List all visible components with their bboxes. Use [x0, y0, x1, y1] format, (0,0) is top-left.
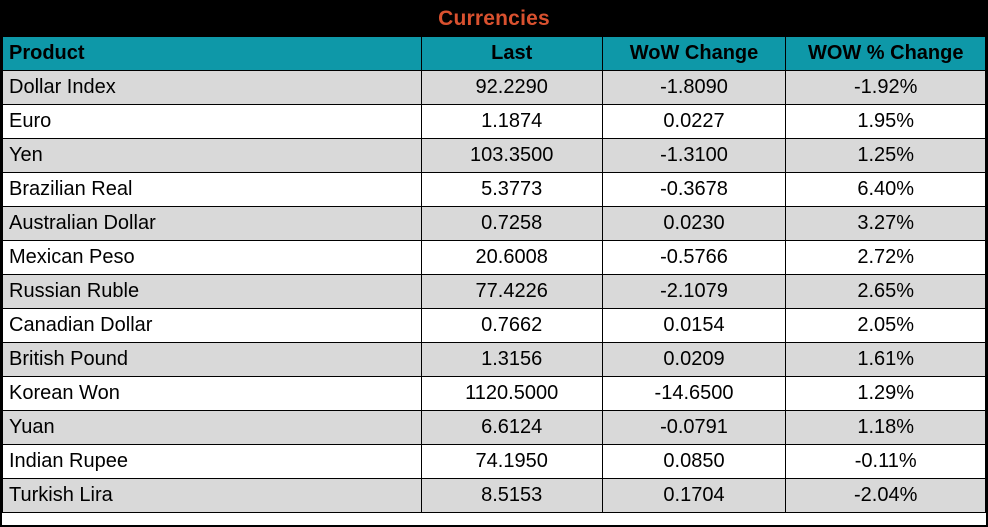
table-row: Indian Rupee 74.1950 0.0850 -0.11% [2, 444, 986, 479]
cell-wow-change[interactable]: 0.0850 [601, 444, 787, 479]
cell-wow-change[interactable]: -0.3678 [601, 172, 787, 207]
table-row: Canadian Dollar 0.7662 0.0154 2.05% [2, 308, 986, 343]
cell-wow-pct-change[interactable]: 3.27% [785, 206, 986, 241]
table-row: Dollar Index 92.2290 -1.8090 -1.92% [2, 70, 986, 105]
cell-wow-change[interactable]: -1.8090 [601, 70, 787, 105]
column-header-last[interactable]: Last [420, 36, 603, 71]
table-row: Mexican Peso 20.6008 -0.5766 2.72% [2, 240, 986, 275]
cell-product[interactable]: Indian Rupee [2, 444, 422, 479]
cell-wow-pct-change[interactable]: 1.18% [785, 410, 986, 445]
cell-wow-change[interactable]: 0.0209 [601, 342, 787, 377]
cell-wow-pct-change[interactable]: 1.25% [785, 138, 986, 173]
cell-product[interactable]: Mexican Peso [2, 240, 422, 275]
cell-last[interactable]: 1120.5000 [420, 376, 603, 411]
table-row: Euro 1.1874 0.0227 1.95% [2, 104, 986, 139]
cell-last[interactable]: 103.3500 [420, 138, 603, 173]
column-header-wow-change[interactable]: WoW Change [601, 36, 787, 71]
cell-last[interactable]: 74.1950 [420, 444, 603, 479]
table-row: Brazilian Real 5.3773 -0.3678 6.40% [2, 172, 986, 207]
cell-wow-pct-change[interactable]: -0.11% [785, 444, 986, 479]
cell-wow-change[interactable]: -1.3100 [601, 138, 787, 173]
cell-wow-change[interactable]: -14.6500 [601, 376, 787, 411]
cell-wow-pct-change[interactable]: 2.65% [785, 274, 986, 309]
cell-product[interactable]: British Pound [2, 342, 422, 377]
table-title: Currencies [2, 2, 986, 36]
cell-last[interactable]: 1.1874 [420, 104, 603, 139]
cell-product[interactable]: Yuan [2, 410, 422, 445]
cell-product[interactable]: Dollar Index [2, 70, 422, 105]
currencies-data-grid: Product Last WoW Change WOW % Change Dol… [2, 36, 986, 513]
cell-wow-change[interactable]: 0.0154 [601, 308, 787, 343]
cell-wow-pct-change[interactable]: -1.92% [785, 70, 986, 105]
cell-last[interactable]: 92.2290 [420, 70, 603, 105]
cell-wow-change[interactable]: -0.5766 [601, 240, 787, 275]
cell-wow-change[interactable]: -0.0791 [601, 410, 787, 445]
cell-last[interactable]: 0.7662 [420, 308, 603, 343]
table-row: British Pound 1.3156 0.0209 1.61% [2, 342, 986, 377]
table-row: Australian Dollar 0.7258 0.0230 3.27% [2, 206, 986, 241]
cell-product[interactable]: Euro [2, 104, 422, 139]
table-row: Yuan 6.6124 -0.0791 1.18% [2, 410, 986, 445]
cell-last[interactable]: 1.3156 [420, 342, 603, 377]
cell-product[interactable]: Turkish Lira [2, 478, 422, 513]
cell-product[interactable]: Yen [2, 138, 422, 173]
cell-wow-pct-change[interactable]: 1.29% [785, 376, 986, 411]
cell-product[interactable]: Canadian Dollar [2, 308, 422, 343]
cell-wow-pct-change[interactable]: 2.05% [785, 308, 986, 343]
cell-product[interactable]: Russian Ruble [2, 274, 422, 309]
cell-last[interactable]: 20.6008 [420, 240, 603, 275]
table-row: Turkish Lira 8.5153 0.1704 -2.04% [2, 478, 986, 513]
table-row: Korean Won 1120.5000 -14.6500 1.29% [2, 376, 986, 411]
cell-wow-pct-change[interactable]: 2.72% [785, 240, 986, 275]
cell-wow-change[interactable]: -2.1079 [601, 274, 787, 309]
cell-product[interactable]: Brazilian Real [2, 172, 422, 207]
cell-product[interactable]: Korean Won [2, 376, 422, 411]
cell-last[interactable]: 0.7258 [420, 206, 603, 241]
cell-wow-pct-change[interactable]: -2.04% [785, 478, 986, 513]
cell-wow-change[interactable]: 0.0227 [601, 104, 787, 139]
cell-wow-pct-change[interactable]: 6.40% [785, 172, 986, 207]
column-header-wow-pct-change[interactable]: WOW % Change [785, 36, 986, 71]
cell-wow-pct-change[interactable]: 1.95% [785, 104, 986, 139]
table-row: Russian Ruble 77.4226 -2.1079 2.65% [2, 274, 986, 309]
cell-last[interactable]: 77.4226 [420, 274, 603, 309]
cell-product[interactable]: Australian Dollar [2, 206, 422, 241]
cell-wow-change[interactable]: 0.1704 [601, 478, 787, 513]
cell-wow-change[interactable]: 0.0230 [601, 206, 787, 241]
cell-last[interactable]: 6.6124 [420, 410, 603, 445]
column-header-product[interactable]: Product [2, 36, 422, 71]
cell-last[interactable]: 5.3773 [420, 172, 603, 207]
cell-wow-pct-change[interactable]: 1.61% [785, 342, 986, 377]
header-row: Product Last WoW Change WOW % Change [2, 36, 986, 71]
cell-last[interactable]: 8.5153 [420, 478, 603, 513]
table-row: Yen 103.3500 -1.3100 1.25% [2, 138, 986, 173]
